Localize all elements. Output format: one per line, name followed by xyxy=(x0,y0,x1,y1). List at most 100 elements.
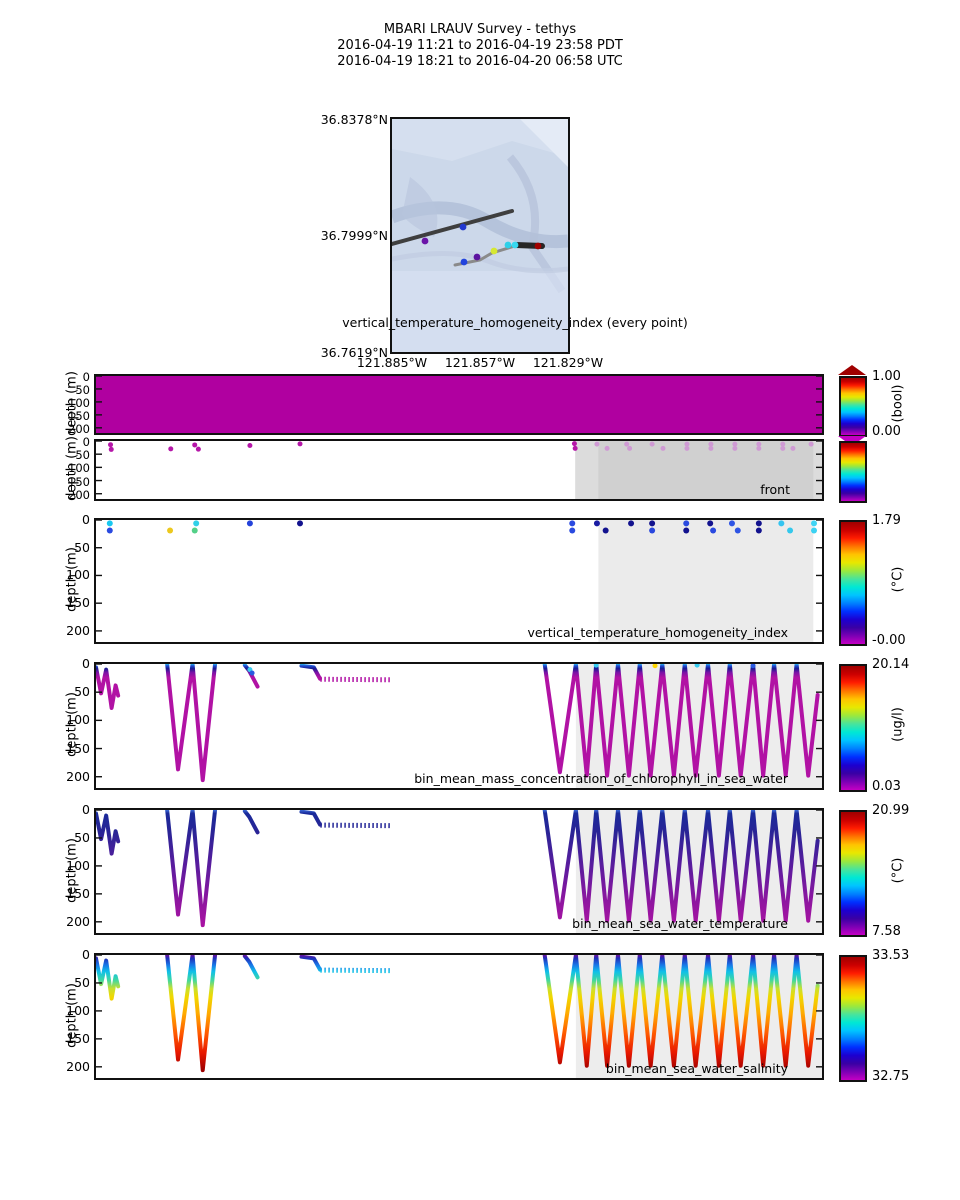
depth-dot xyxy=(756,445,762,451)
y-tick-label: 200 xyxy=(68,487,90,502)
yoyo-profile-line xyxy=(299,955,322,972)
depth-dot xyxy=(683,527,690,534)
depth-dot xyxy=(106,520,113,527)
panel-plot-bin_mean_sea_water_salinity xyxy=(96,955,822,1078)
colorbar-max-label: 1.00 xyxy=(872,369,901,384)
depth-dot xyxy=(732,445,738,451)
drift-band xyxy=(320,967,391,974)
depth-dot xyxy=(649,520,656,527)
depth-dot xyxy=(572,445,578,451)
depth-dot xyxy=(732,441,738,447)
colorbar-min-label: 0.03 xyxy=(872,779,901,794)
colorbar-min-label: 0.00 xyxy=(872,424,901,439)
depth-dot xyxy=(811,520,818,527)
drift-band xyxy=(320,676,391,683)
depth-dot xyxy=(193,520,200,527)
depth-dot xyxy=(604,445,610,451)
y-tick-label: 200 xyxy=(66,768,90,784)
depth-dot xyxy=(627,445,633,451)
map-lat-label-mid: 36.7999°N xyxy=(320,228,388,243)
y-tick-label: 50 xyxy=(74,539,90,555)
y-tick-label: 50 xyxy=(75,382,90,397)
panel-caption-bin_mean_sea_water_salinity: bin_mean_sea_water_salinity xyxy=(605,1061,788,1076)
map-data-dot xyxy=(534,242,542,250)
y-axis-label: depth (m) xyxy=(64,547,80,612)
colorbar-vertical_temperature_homogeneity_index xyxy=(839,520,867,646)
depth-dot xyxy=(569,520,576,527)
bathy-shade xyxy=(392,271,568,352)
depth-dot xyxy=(191,527,198,534)
y-tick-label: 150 xyxy=(68,474,90,489)
y-tick-label: 50 xyxy=(75,448,90,463)
depth-dot xyxy=(707,520,714,527)
y-tick-label: 150 xyxy=(68,408,90,423)
depth-dot xyxy=(708,445,714,451)
depth-dot xyxy=(594,441,600,447)
y-tick-label: 0 xyxy=(82,435,90,449)
y-tick-label: 100 xyxy=(66,857,90,873)
surface-value-dot xyxy=(249,670,255,676)
panel-plot-homogeneity_flag xyxy=(96,376,822,433)
vehicle-track xyxy=(453,243,520,267)
map-data-dot xyxy=(511,241,519,249)
panel-plot-vertical_temperature_homogeneity_index xyxy=(96,520,822,642)
map-data-dot xyxy=(460,258,468,266)
yoyo-profile-line xyxy=(96,956,121,1001)
depth-dot xyxy=(790,445,796,451)
depth-dot xyxy=(602,527,609,534)
yoyo-profile-line xyxy=(242,955,260,980)
depth-dot xyxy=(734,527,741,534)
depth-dot xyxy=(728,520,735,527)
colorbar-min-label: 32.75 xyxy=(872,1069,910,1084)
drift-band xyxy=(320,822,391,829)
depth-dot xyxy=(247,442,253,448)
y-tick-label: 150 xyxy=(66,1030,90,1046)
y-tick-label: 100 xyxy=(66,712,90,728)
colorbar-bin_mean_sea_water_salinity xyxy=(839,955,867,1082)
depth-dot xyxy=(780,441,786,447)
depth-dot xyxy=(649,527,656,534)
depth-dot xyxy=(167,527,174,534)
map-data-dot xyxy=(459,223,467,231)
yoyo-profile-line xyxy=(299,810,322,827)
bathy-contour xyxy=(392,251,568,274)
panel-frame-bin_mean_mass_concentration_of_chlorophyll_in_sea_water xyxy=(94,662,824,790)
depth-dot xyxy=(756,441,762,447)
colorbar-unit-label: (ug/l) xyxy=(890,707,906,742)
y-tick-label: 200 xyxy=(66,622,90,638)
vehicle-track xyxy=(392,209,514,246)
depth-dot xyxy=(168,446,174,452)
y-tick-label: 200 xyxy=(66,1058,90,1074)
y-tick-label: 200 xyxy=(68,421,90,436)
depth-dot xyxy=(593,520,600,527)
depth-dot xyxy=(684,445,690,451)
y-tick-label: 0 xyxy=(82,512,90,527)
depth-dot xyxy=(683,520,690,527)
y-axis-label: depth (m) xyxy=(64,692,80,757)
y-tick-label: 0 xyxy=(82,802,90,817)
colorbar-unit-label: (bool) xyxy=(890,384,906,422)
depth-dot xyxy=(708,441,714,447)
panel-frame-homogeneity_flag xyxy=(94,374,824,435)
map-data-dot xyxy=(490,247,498,255)
colorbar-front xyxy=(839,441,867,503)
map-lon-label-center: 121.857°W xyxy=(444,355,516,370)
depth-dot xyxy=(192,442,198,448)
bathy-shade xyxy=(402,177,438,237)
map-lon-label-right: 121.829°W xyxy=(532,355,604,370)
panel-frame-vertical_temperature_homogeneity_index xyxy=(94,518,824,644)
panel-plot-bin_mean_mass_concentration_of_chlorophyll_in_sea_water xyxy=(96,664,822,788)
shade-region xyxy=(598,441,814,499)
depth-dot xyxy=(569,527,576,534)
depth-dot xyxy=(684,441,690,447)
map-lat-label-bottom: 36.7619°N xyxy=(320,345,388,360)
yoyo-profile-line xyxy=(242,810,260,835)
colorbar-max-label: 20.99 xyxy=(872,803,910,818)
bathy-shade xyxy=(392,119,568,161)
y-tick-label: 100 xyxy=(66,1002,90,1018)
yoyo-profile-line xyxy=(165,664,218,783)
depth-dot xyxy=(108,446,114,452)
depth-dot xyxy=(624,441,630,447)
yoyo-profile-line xyxy=(299,664,322,681)
